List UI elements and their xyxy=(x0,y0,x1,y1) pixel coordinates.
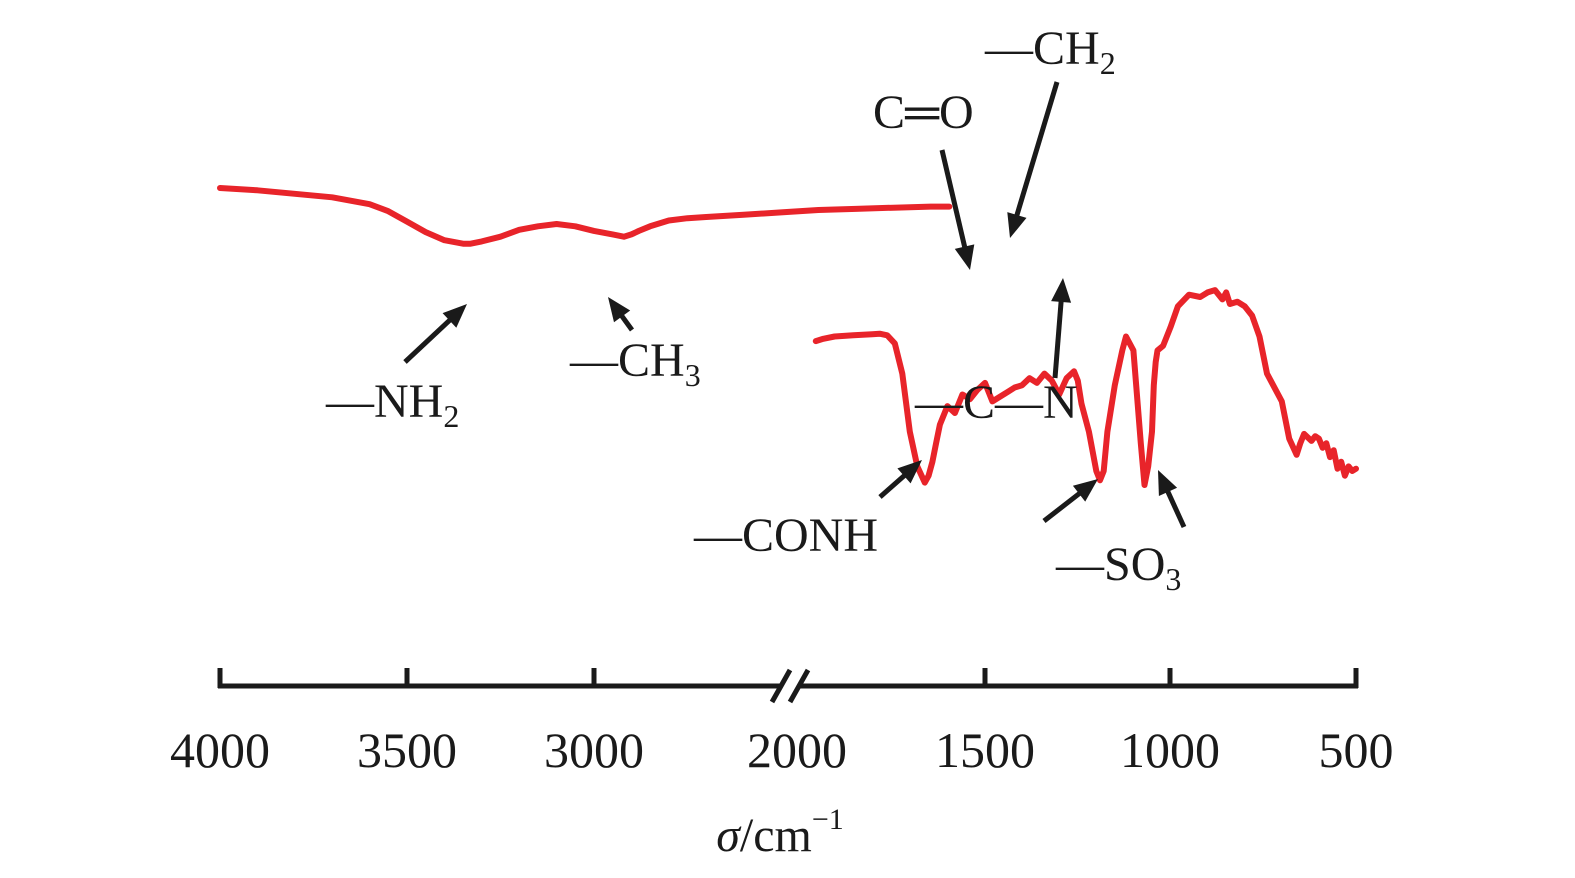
x-tick-label: 3500 xyxy=(357,722,457,778)
annotation-arrow-shaft xyxy=(1042,489,1084,523)
spectrum-lines xyxy=(217,185,1359,488)
x-tick-label: 4000 xyxy=(170,722,270,778)
x-tick-label: 3000 xyxy=(544,722,644,778)
annotation-arrow-head xyxy=(954,244,975,270)
x-axis: 4000 3500 3000 2000 1500 1000 500 σ/cm−1 xyxy=(170,668,1394,862)
spectrum-line-low xyxy=(812,287,1359,488)
annotation-arrow-head xyxy=(442,304,467,328)
annotation-arrow-head xyxy=(1007,212,1027,238)
annotation-arrow-shaft xyxy=(403,315,455,364)
annotation-arrow-shaft xyxy=(939,149,968,252)
annotation-arrow-head xyxy=(608,297,631,323)
annotation-conh: —CONH xyxy=(693,509,878,562)
annotation-nh2: —NH2 xyxy=(325,375,459,434)
annotation-so3: —SO3 xyxy=(1055,538,1181,597)
annotation-ch3: —CH3 xyxy=(569,334,701,393)
annotation-arrow-shaft xyxy=(1052,297,1064,379)
x-tick-label: 1000 xyxy=(1120,722,1220,778)
annotation-arrow-head xyxy=(897,460,922,484)
annotation-co: C═O xyxy=(873,86,974,139)
x-tick-label: 1500 xyxy=(935,722,1035,778)
spectrum-line-high xyxy=(217,185,953,247)
annotation-arrow-head xyxy=(1072,479,1098,502)
annotation-arrow-shaft xyxy=(1013,81,1060,220)
x-axis-title: σ/cm−1 xyxy=(716,803,844,862)
annotation-arrow-shaft xyxy=(878,471,909,499)
axis-break-mark xyxy=(787,668,811,704)
annotation-cn: —C—N xyxy=(914,376,1078,429)
x-tick-label: 500 xyxy=(1319,722,1394,778)
annotation-ch2: —CH2 xyxy=(984,22,1116,81)
annotation-arrow-head xyxy=(1158,470,1178,496)
annotation-arrow-shaft xyxy=(1164,487,1187,529)
axis-break-mark xyxy=(769,668,793,704)
annotation-arrows xyxy=(403,81,1187,529)
x-tick-label: 2000 xyxy=(747,722,847,778)
annotation-arrow-head xyxy=(1051,278,1072,303)
